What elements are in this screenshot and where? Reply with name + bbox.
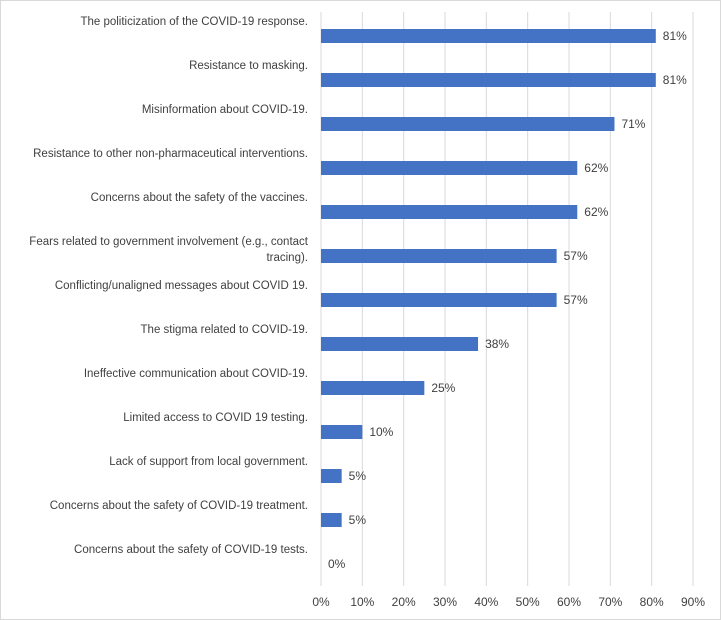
x-tick-label: 50% [516, 595, 540, 609]
category-label: Concerns about the safety of COVID-19 te… [74, 544, 308, 556]
x-tick-label: 20% [392, 595, 416, 609]
bar [321, 73, 656, 87]
category-label: Resistance to masking. [189, 60, 308, 72]
x-tick-label: 90% [681, 595, 705, 609]
category-label: Ineffective communication about COVID-19… [83, 368, 308, 380]
x-tick-label: 10% [350, 595, 374, 609]
bar [321, 205, 578, 219]
category-label: Conflicting/unaligned messages about COV… [54, 280, 308, 292]
value-label: 71% [621, 117, 645, 131]
value-label: 81% [663, 73, 687, 87]
bar [321, 161, 578, 175]
category-label: The politicization of the COVID-19 respo… [80, 16, 308, 28]
value-label: 62% [584, 161, 608, 175]
x-tick-label: 40% [474, 595, 498, 609]
category-label: The stigma related to COVID-19. [140, 324, 308, 336]
bar [321, 293, 557, 307]
value-label: 25% [431, 381, 455, 395]
value-label: 81% [663, 29, 687, 43]
category-label: Limited access to COVID 19 testing. [123, 412, 308, 424]
value-label: 62% [584, 205, 608, 219]
x-tick-label: 30% [433, 595, 457, 609]
value-label: 0% [328, 557, 346, 571]
value-label: 57% [564, 249, 588, 263]
bar [321, 469, 342, 483]
bar [321, 249, 557, 263]
x-tick-label: 60% [557, 595, 581, 609]
category-label: Fears related to government involvement … [29, 236, 308, 264]
x-tick-label: 80% [640, 595, 664, 609]
value-label: 5% [349, 513, 367, 527]
x-tick-label: 70% [598, 595, 622, 609]
bar [321, 513, 342, 527]
category-label: Misinformation about COVID-19. [141, 104, 308, 116]
category-label: Lack of support from local government. [109, 456, 308, 468]
value-label: 10% [369, 425, 393, 439]
bar [321, 381, 425, 395]
value-label: 5% [349, 469, 367, 483]
category-label: Concerns about the safety of the vaccine… [90, 192, 308, 204]
category-label: Resistance to other non-pharmaceutical i… [33, 148, 308, 160]
value-label: 38% [485, 337, 509, 351]
category-label: Concerns about the safety of COVID-19 tr… [49, 500, 308, 512]
x-tick-label: 0% [312, 595, 330, 609]
bar [321, 117, 615, 131]
bar [321, 425, 363, 439]
value-label: 57% [564, 293, 588, 307]
bar [321, 29, 656, 43]
bar [321, 337, 479, 351]
